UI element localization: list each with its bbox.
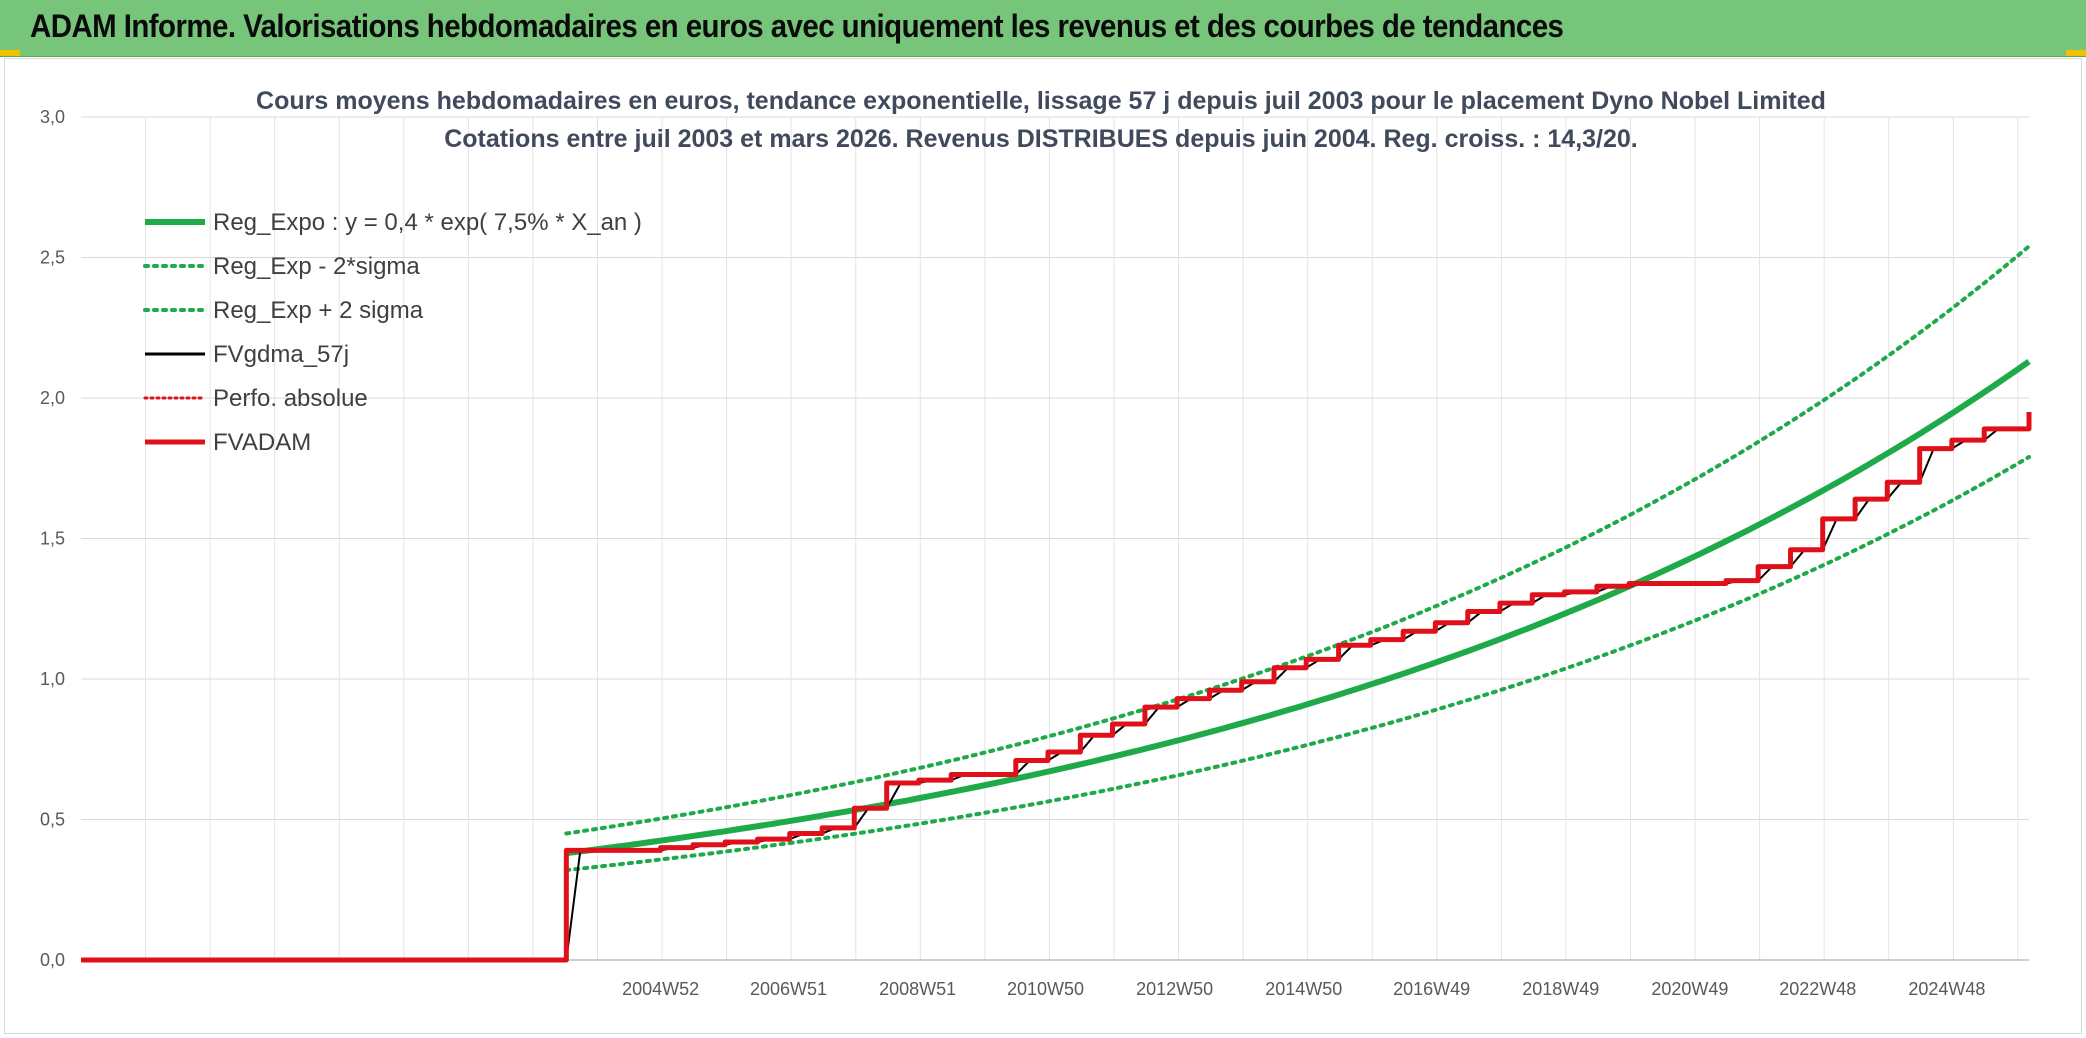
legend-label: Reg_Exp - 2*sigma [213,253,420,280]
x-tick-label: 2014W50 [1265,979,1342,999]
x-tick-label: 2006W51 [750,979,827,999]
report-title: ADAM Informe. Valorisations hebdomadaire… [30,8,1564,44]
x-tick-label: 2020W49 [1651,979,1728,999]
y-axis: 0,0 0,5 1,0 1,5 2,0 2,5 3,0 [40,107,65,970]
reg-exp-minus-2sigma-line [564,455,2031,873]
x-tick-label: 2016W49 [1393,979,1470,999]
x-tick-label: 2008W51 [879,979,956,999]
legend-label: Reg_Expo : y = 0,4 * exp( 7,5% * X_an ) [213,209,642,236]
chart-frame: Cours moyens hebdomadaires en euros, ten… [4,58,2082,1034]
report-banner: ADAM Informe. Valorisations hebdomadaire… [0,0,2086,57]
legend-label: FVADAM [213,429,311,456]
y-tick-label: 0,0 [40,950,65,970]
fvgdma-57j-line [81,412,2030,961]
grid [81,116,2029,961]
chart-svg: Cours moyens hebdomadaires en euros, ten… [40,87,2032,999]
x-tick-label: 2012W50 [1136,979,1213,999]
legend-label: Perfo. absolue [213,385,368,412]
x-tick-label: 2024W48 [1908,979,1985,999]
chart-title-line-2: Cotations entre juil 2003 et mars 2026. … [444,125,1638,153]
fvadam-line [81,412,2032,963]
y-tick-label: 2,0 [40,388,65,408]
x-tick-label: 2004W52 [622,979,699,999]
y-tick-label: 1,5 [40,529,65,549]
reg-expo-line [565,359,2031,857]
banner-corner-left [0,50,20,56]
chart-title-line-1: Cours moyens hebdomadaires en euros, ten… [256,87,1826,115]
x-tick-label: 2022W48 [1779,979,1856,999]
x-axis: 2004W52 2006W51 2008W51 2010W50 2012W50 2014W… [622,979,1985,999]
y-tick-label: 2,5 [40,248,65,268]
y-tick-label: 0,5 [40,810,65,830]
legend: Reg_Expo : y = 0,4 * exp( 7,5% * X_an ) R… [143,209,642,456]
series [81,244,2032,963]
reg-exp-plus-2sigma-line [564,244,2031,836]
y-tick-label: 3,0 [40,107,65,127]
legend-label: Reg_Exp + 2 sigma [213,297,424,324]
banner-corner-right [2066,50,2086,56]
y-tick-label: 1,0 [40,669,65,689]
legend-label: FVgdma_57j [213,341,349,368]
x-tick-label: 2018W49 [1522,979,1599,999]
x-tick-label: 2010W50 [1007,979,1084,999]
